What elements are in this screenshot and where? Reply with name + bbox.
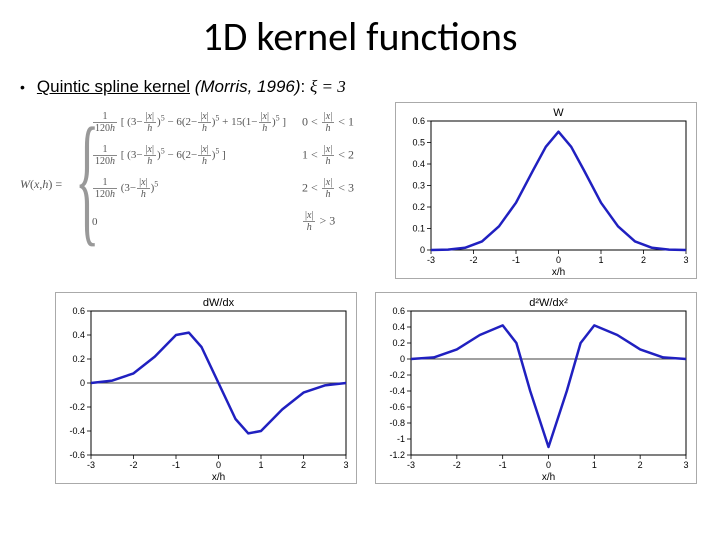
svg-text:0.6: 0.6 [72, 306, 85, 316]
svg-text:-2: -2 [469, 255, 477, 265]
svg-text:0.4: 0.4 [392, 322, 405, 332]
kernel-ref: (Morris, 1996) [195, 77, 301, 96]
svg-text:-0.4: -0.4 [389, 386, 405, 396]
svg-text:-2: -2 [129, 460, 137, 470]
svg-text:-1: -1 [512, 255, 520, 265]
svg-text:0.3: 0.3 [412, 181, 425, 191]
svg-text:0: 0 [400, 354, 405, 364]
svg-text:-1.2: -1.2 [389, 450, 405, 460]
svg-text:0.4: 0.4 [412, 159, 425, 169]
formula-cases: 1120h [ (3−|x|h)5 − 6(2−|x|h)5 + 15(1−|x… [92, 111, 354, 243]
chart-d2w: d²W/dx² -3 -2 -1 0 1 2 3 -1.2 -1 -0.8 -0.6 -0.4 -0.2 0… [375, 292, 697, 484]
subtitle-text: Quintic spline kernel (Morris, 1996): ξ … [37, 77, 346, 97]
svg-text:-3: -3 [427, 255, 435, 265]
svg-text:0: 0 [216, 460, 221, 470]
chart-w: W -3 -2 -1 0 1 2 3 0 0.1 0.2 0.3 0.4 0.5 0.6 x/h [395, 102, 697, 279]
formula-case: 1120h [ (3−|x|h)5 − 6(2−|x|h)5 ] 1 < |x|… [92, 144, 354, 167]
svg-text:-1: -1 [397, 434, 405, 444]
svg-text:d²W/dx²: d²W/dx² [529, 297, 568, 309]
svg-text:-0.6: -0.6 [69, 450, 85, 460]
chart-dw: dW/dx -3 -2 -1 0 1 2 3 -0.6 -0.4 -0.2 0 0.2 0.4 0.6 x/h [55, 292, 357, 484]
svg-text:1: 1 [258, 460, 263, 470]
svg-text:0: 0 [80, 378, 85, 388]
svg-text:0: 0 [546, 460, 551, 470]
svg-text:x/h: x/h [212, 472, 225, 483]
svg-text:-0.2: -0.2 [389, 370, 405, 380]
svg-text:3: 3 [343, 460, 348, 470]
svg-text:-3: -3 [407, 460, 415, 470]
svg-text:0.6: 0.6 [412, 116, 425, 126]
svg-text:0: 0 [420, 245, 425, 255]
svg-text:2: 2 [301, 460, 306, 470]
svg-text:0.6: 0.6 [392, 306, 405, 316]
svg-text:0.5: 0.5 [412, 138, 425, 148]
svg-text:x/h: x/h [552, 267, 565, 278]
svg-text:0: 0 [556, 255, 561, 265]
svg-text:-2: -2 [453, 460, 461, 470]
bullet-icon: • [20, 79, 25, 95]
svg-text:0.2: 0.2 [392, 338, 405, 348]
svg-text:-0.2: -0.2 [69, 402, 85, 412]
slide-title: 1D kernel functions [0, 12, 720, 61]
svg-text:1: 1 [592, 460, 597, 470]
svg-text:0.2: 0.2 [412, 202, 425, 212]
svg-text:1: 1 [598, 255, 603, 265]
formula-case: 1120h [ (3−|x|h)5 − 6(2−|x|h)5 + 15(1−|x… [92, 111, 354, 134]
svg-text:0.1: 0.1 [412, 224, 425, 234]
svg-text:2: 2 [638, 460, 643, 470]
kernel-name: Quintic spline kernel [37, 77, 190, 96]
svg-text:-0.6: -0.6 [389, 402, 405, 412]
svg-text:2: 2 [641, 255, 646, 265]
svg-text:-1: -1 [172, 460, 180, 470]
formula-lhs: W(x,h) = [20, 177, 62, 192]
svg-text:-1: -1 [499, 460, 507, 470]
svg-text:-3: -3 [87, 460, 95, 470]
svg-text:-0.8: -0.8 [389, 418, 405, 428]
svg-text:dW/dx: dW/dx [203, 297, 235, 309]
svg-text:3: 3 [683, 255, 688, 265]
svg-text:x/h: x/h [542, 472, 555, 483]
svg-text:0.4: 0.4 [72, 330, 85, 340]
formula-case: 1120h (3−|x|h)5 2 < |x|h < 3 [92, 177, 354, 200]
subtitle-row: • Quintic spline kernel (Morris, 1996): … [20, 77, 720, 97]
xi-label: ξ = 3 [310, 77, 346, 96]
svg-text:-0.4: -0.4 [69, 426, 85, 436]
svg-text:W: W [553, 107, 564, 119]
svg-text:0.2: 0.2 [72, 354, 85, 364]
formula-case: 0 |x|h > 3 [92, 210, 354, 233]
svg-text:3: 3 [683, 460, 688, 470]
